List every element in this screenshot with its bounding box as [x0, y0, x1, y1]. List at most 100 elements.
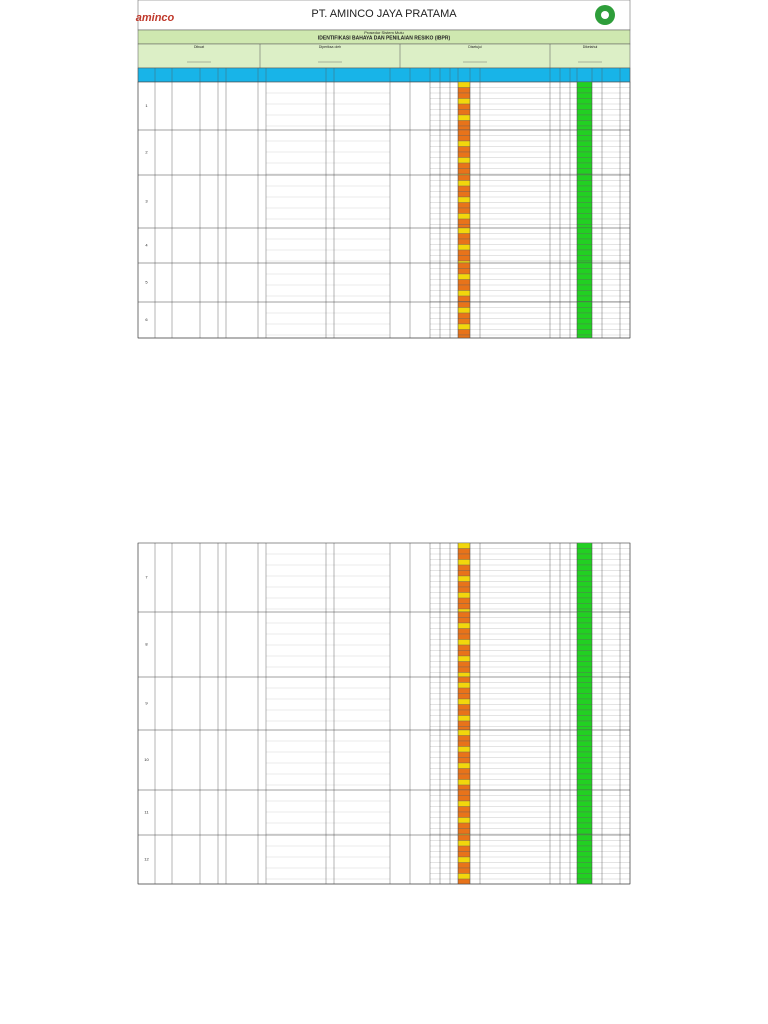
control-cell [576, 693, 593, 700]
control-cell [576, 202, 593, 209]
risk-cell [457, 301, 471, 308]
risk-cell [457, 213, 471, 220]
approval-label: Diketahui [583, 45, 598, 49]
control-cell [576, 661, 593, 668]
control-cell [576, 244, 593, 251]
risk-cell [457, 603, 471, 610]
risk-cell [457, 174, 471, 181]
risk-cell [457, 666, 471, 673]
control-cell [576, 260, 593, 264]
risk-cell [457, 238, 471, 245]
risk-cell [457, 284, 471, 291]
risk-cell [457, 135, 471, 142]
control-cell [576, 709, 593, 716]
risk-cell [457, 644, 471, 651]
control-cell [576, 191, 593, 198]
control-cell [576, 817, 593, 824]
risk-cell [457, 873, 471, 880]
control-cell [576, 564, 593, 571]
risk-cell [457, 672, 471, 678]
risk-cell [457, 224, 471, 229]
control-cell [576, 162, 593, 169]
control-cell [576, 757, 593, 764]
risk-cell [457, 218, 471, 225]
risk-cell [457, 862, 471, 869]
row-number: 10 [144, 757, 149, 762]
control-cell [576, 334, 593, 339]
risk-cell [457, 735, 471, 742]
risk-cell [457, 542, 471, 549]
risk-cell [457, 704, 471, 711]
control-cell [576, 120, 593, 127]
control-cell [576, 834, 593, 841]
risk-cell [457, 784, 471, 791]
risk-cell [457, 840, 471, 847]
control-cell [576, 168, 593, 175]
risk-cell [457, 828, 471, 835]
control-cell [576, 840, 593, 847]
control-cell [576, 628, 593, 635]
control-cell [576, 762, 593, 769]
control-cell [576, 227, 593, 234]
control-cell [576, 650, 593, 657]
control-cell [576, 92, 593, 99]
control-cell [576, 81, 593, 88]
risk-cell [457, 548, 471, 555]
risk-cell [457, 661, 471, 668]
risk-cell [457, 597, 471, 604]
risk-cell [457, 103, 471, 110]
control-cell [576, 845, 593, 852]
control-cell [576, 617, 593, 624]
risk-cell [457, 92, 471, 99]
risk-cell [457, 650, 471, 657]
control-cell [576, 828, 593, 835]
control-cell [576, 207, 593, 214]
control-cell [576, 196, 593, 203]
control-cell [576, 789, 593, 796]
control-cell [576, 682, 593, 689]
risk-cell [457, 559, 471, 566]
column-header [137, 67, 631, 83]
control-cell [576, 603, 593, 610]
risk-cell [457, 622, 471, 629]
risk-cell [457, 878, 471, 885]
approval-block [137, 43, 631, 69]
risk-cell [457, 762, 471, 769]
control-cell [576, 213, 593, 220]
risk-cell [457, 255, 471, 262]
risk-cell [457, 682, 471, 689]
row-number: 11 [144, 810, 149, 815]
control-cell [576, 114, 593, 121]
control-cell [576, 639, 593, 646]
control-cell [576, 851, 593, 858]
risk-cell [457, 687, 471, 694]
control-cell [576, 822, 593, 829]
control-cell [576, 542, 593, 549]
risk-cell [457, 207, 471, 214]
risk-cell [457, 592, 471, 599]
row-number: 4 [145, 243, 148, 248]
risk-cell [457, 639, 471, 646]
control-cell [576, 622, 593, 629]
risk-cell [457, 180, 471, 187]
risk-cell [457, 307, 471, 314]
control-cell [576, 773, 593, 780]
control-cell [576, 704, 593, 711]
risk-cell [457, 800, 471, 807]
control-cell [576, 157, 593, 164]
control-cell [576, 570, 593, 577]
control-cell [576, 268, 593, 275]
table-block [137, 81, 631, 339]
control-cell [576, 768, 593, 775]
risk-cell [457, 867, 471, 874]
approval-label: Diperiksa oleh [319, 45, 341, 49]
control-cell [576, 295, 593, 302]
control-cell [576, 581, 593, 588]
row-number: 1 [145, 103, 148, 108]
risk-cell [457, 157, 471, 164]
risk-cell [457, 87, 471, 94]
control-cell [576, 218, 593, 225]
risk-cell [457, 191, 471, 198]
control-cell [576, 301, 593, 308]
